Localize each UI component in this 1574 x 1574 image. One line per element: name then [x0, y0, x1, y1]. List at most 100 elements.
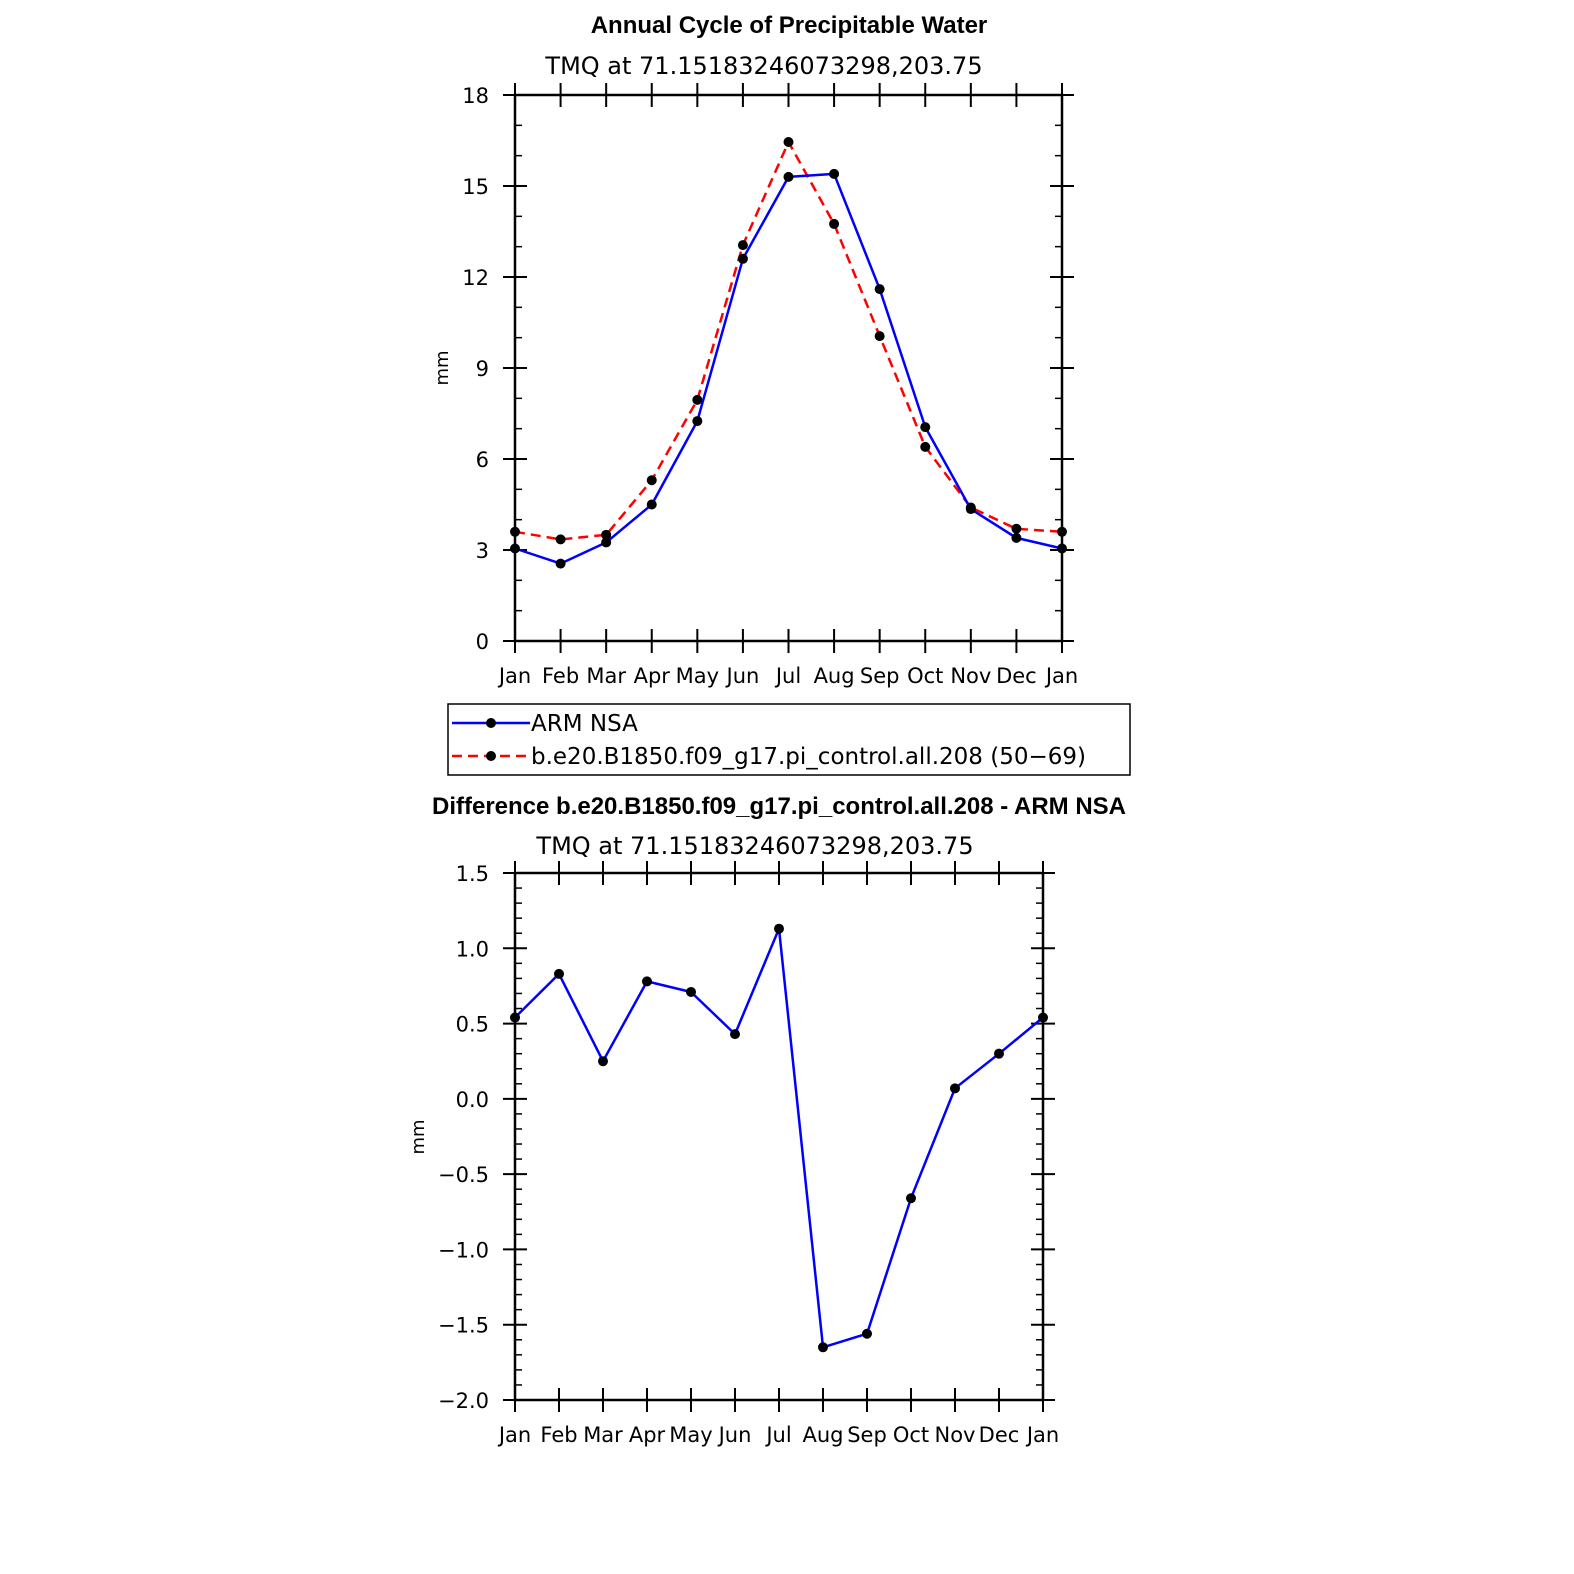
series-point-0-0	[829, 168, 840, 179]
y-tick-label: 12	[462, 266, 489, 290]
legend-label-model: b.e20.B1850.f09_g17.pi_control.all.208 (…	[531, 744, 1086, 770]
y-tick-label: −0.5	[438, 1163, 489, 1187]
top-chart-subtitle: TMQ at 71.15183246073298,203.75	[544, 52, 982, 80]
x-tick-label: May	[676, 664, 719, 688]
series-point-0-1	[965, 502, 976, 513]
legend-box	[447, 703, 1131, 776]
legend-label-arm-nsa: ARM NSA	[531, 711, 638, 737]
y-tick-label: 15	[462, 175, 489, 199]
y-tick-label: −1.5	[438, 1314, 489, 1338]
series-point-0-0	[1011, 532, 1022, 543]
x-tick-label: Feb	[540, 1423, 577, 1447]
series-point-0-0	[601, 537, 612, 548]
series-point-0-1	[783, 137, 794, 148]
y-tick-label: 18	[462, 84, 489, 108]
y-tick-label: −2.0	[438, 1389, 489, 1413]
x-tick-label: Jul	[774, 664, 801, 688]
series-point-1-0	[994, 1048, 1004, 1059]
y-tick-label: 6	[476, 448, 489, 472]
bottom-plot-area: −2.0 −1.5 −1.0 −0.5 0.0 0.5 1.0 1.5 Jan Feb Mar Apr…	[438, 861, 1059, 1447]
y-tick-label: 1.5	[456, 862, 489, 886]
series-point-1-0	[554, 968, 564, 979]
series-point-1-0	[598, 1056, 608, 1067]
x-tick-label: Apr	[629, 1423, 666, 1447]
series-point-1-0	[686, 986, 696, 997]
series-point-0-0	[1057, 543, 1067, 554]
series-point-1-0	[730, 1029, 740, 1040]
x-tick-label: Oct	[907, 664, 943, 688]
series-point-0-0	[555, 558, 566, 569]
x-tick-label: Jun	[717, 1423, 752, 1447]
series-point-0-1	[874, 331, 885, 342]
annual-cycle-panel: Annual Cycle of Precipitable Water TMQ a…	[432, 12, 1078, 688]
x-tick-label: Nov	[950, 664, 991, 688]
bottom-chart-title: Difference b.e20.B1850.f09_g17.pi_contro…	[432, 793, 1126, 820]
x-tick-label: Jan	[497, 1423, 531, 1447]
x-tick-label: Jun	[725, 664, 760, 688]
x-tick-label: Feb	[542, 664, 579, 688]
x-tick-label: Jul	[764, 1423, 791, 1447]
y-tick-label: 3	[476, 539, 489, 563]
x-tick-label: Sep	[860, 664, 900, 688]
series-point-1-0	[818, 1342, 828, 1353]
x-tick-label: Sep	[847, 1423, 887, 1447]
top-plot-area: 0 3 6 9 12 15 18 Jan Feb Mar Apr May Jun Jul Aug Sep Oct…	[462, 83, 1078, 688]
top-y-axis-label: mm	[432, 350, 453, 385]
x-tick-label: Dec	[979, 1423, 1020, 1447]
series-point-1-0	[510, 1012, 520, 1023]
difference-panel: Difference b.e20.B1850.f09_g17.pi_contro…	[408, 793, 1126, 1447]
x-tick-label: Jan	[1025, 1423, 1059, 1447]
series-point-0-1	[920, 441, 931, 452]
series-line-0-0	[514, 172, 1063, 565]
x-tick-label: Jan	[497, 664, 531, 688]
x-tick-label: Dec	[996, 664, 1037, 688]
series-point-0-1	[829, 218, 840, 229]
series-point-0-0	[510, 543, 520, 554]
y-tick-label: −1.0	[438, 1238, 489, 1262]
series-point-1-0	[1038, 1012, 1048, 1023]
series-point-1-0	[774, 923, 784, 934]
series-point-0-1	[510, 526, 520, 537]
top-chart-title: Annual Cycle of Precipitable Water	[591, 12, 988, 39]
series-point-0-1	[692, 394, 703, 405]
x-tick-label: Aug	[802, 1423, 843, 1447]
bottom-chart-subtitle: TMQ at 71.15183246073298,203.75	[535, 832, 973, 860]
series-point-0-1	[555, 534, 566, 545]
series-point-0-0	[783, 171, 794, 182]
series-point-0-1	[646, 475, 657, 486]
x-tick-label: Apr	[634, 664, 671, 688]
series-point-0-0	[692, 416, 703, 427]
series-line-0-1	[514, 140, 1063, 541]
x-tick-label: May	[669, 1423, 712, 1447]
series-point-1-0	[862, 1328, 872, 1339]
bottom-y-axis-label: mm	[408, 1119, 429, 1154]
x-tick-label: Aug	[814, 664, 855, 688]
x-tick-label: Mar	[586, 664, 626, 688]
series-point-0-0	[920, 422, 931, 433]
series-point-0-0	[874, 284, 885, 295]
series-line-1-0	[514, 927, 1044, 1349]
series-point-1-0	[642, 976, 652, 987]
x-tick-label: Oct	[893, 1423, 929, 1447]
legend-marker-arm-nsa	[486, 718, 496, 728]
y-tick-label: 0.5	[456, 1013, 489, 1037]
plot-frame	[513, 871, 1045, 1402]
y-tick-label: 0	[476, 630, 489, 654]
series-point-0-1	[1011, 523, 1022, 534]
x-tick-label: Jan	[1044, 664, 1078, 688]
y-tick-label: 9	[476, 357, 489, 381]
y-tick-label: 0.0	[456, 1088, 489, 1112]
series-point-0-0	[646, 499, 657, 510]
legend: ARM NSA b.e20.B1850.f09_g17.pi_control.a…	[447, 703, 1131, 776]
series-point-1-0	[950, 1083, 960, 1094]
series-point-0-1	[737, 240, 748, 251]
series-point-0-0	[737, 253, 748, 264]
x-tick-label: Nov	[935, 1423, 976, 1447]
x-tick-label: Mar	[583, 1423, 623, 1447]
series-point-0-1	[1057, 526, 1067, 537]
y-tick-label: 1.0	[456, 937, 489, 961]
series-point-1-0	[906, 1193, 916, 1204]
legend-marker-model	[486, 751, 496, 761]
series-point-0-1	[601, 529, 612, 540]
